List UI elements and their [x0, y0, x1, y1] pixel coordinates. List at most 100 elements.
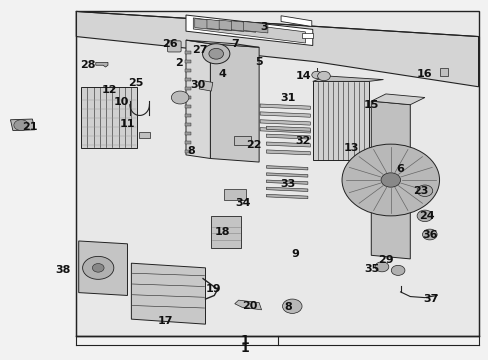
Text: 16: 16 — [416, 69, 432, 79]
Bar — [184, 114, 190, 117]
Bar — [184, 51, 190, 54]
Polygon shape — [266, 187, 307, 192]
Polygon shape — [266, 173, 307, 177]
Circle shape — [341, 144, 439, 216]
Text: 22: 22 — [246, 140, 262, 150]
Text: 1: 1 — [240, 334, 248, 347]
Polygon shape — [76, 12, 478, 87]
Text: 27: 27 — [191, 45, 207, 55]
Bar — [139, 132, 150, 138]
Text: 36: 36 — [421, 230, 437, 239]
Text: 17: 17 — [158, 316, 173, 325]
Polygon shape — [185, 15, 312, 45]
Polygon shape — [260, 120, 310, 125]
Polygon shape — [266, 166, 307, 170]
Bar — [439, 68, 447, 76]
Polygon shape — [312, 76, 383, 81]
Polygon shape — [260, 112, 310, 117]
Text: 31: 31 — [280, 93, 295, 103]
Bar — [184, 69, 190, 72]
Circle shape — [390, 265, 404, 275]
Polygon shape — [206, 19, 231, 31]
Circle shape — [317, 71, 330, 81]
Text: 32: 32 — [295, 136, 310, 145]
Bar — [184, 60, 190, 63]
Text: 9: 9 — [291, 248, 299, 258]
Bar — [184, 78, 190, 81]
Text: 15: 15 — [363, 100, 378, 110]
Text: 30: 30 — [190, 80, 205, 90]
Circle shape — [202, 44, 229, 64]
Polygon shape — [231, 21, 255, 32]
Text: 37: 37 — [422, 294, 438, 304]
Text: 18: 18 — [214, 227, 230, 237]
Polygon shape — [266, 134, 310, 139]
Bar — [312, 81, 368, 160]
Text: 21: 21 — [22, 122, 38, 132]
Text: 5: 5 — [255, 57, 263, 67]
Polygon shape — [193, 18, 305, 43]
Text: 29: 29 — [377, 255, 393, 265]
Polygon shape — [194, 19, 219, 30]
Polygon shape — [370, 94, 424, 105]
Bar — [184, 123, 190, 126]
Bar — [233, 136, 250, 145]
Circle shape — [416, 185, 432, 197]
Circle shape — [208, 48, 223, 59]
Circle shape — [416, 210, 432, 222]
Circle shape — [422, 229, 436, 240]
Bar — [224, 189, 245, 200]
Bar — [76, 12, 478, 336]
Polygon shape — [210, 44, 259, 162]
Circle shape — [380, 173, 400, 187]
Text: 25: 25 — [128, 78, 143, 88]
FancyBboxPatch shape — [167, 41, 181, 52]
Text: 6: 6 — [396, 164, 404, 174]
Polygon shape — [266, 150, 310, 155]
Polygon shape — [266, 142, 310, 147]
Polygon shape — [10, 119, 35, 131]
Text: 34: 34 — [235, 198, 251, 208]
Text: 1: 1 — [240, 342, 248, 355]
Text: 3: 3 — [260, 22, 267, 32]
Polygon shape — [281, 16, 311, 27]
Text: 2: 2 — [174, 58, 182, 68]
Circle shape — [282, 299, 302, 314]
Bar — [184, 132, 190, 135]
Polygon shape — [266, 194, 307, 199]
Polygon shape — [266, 126, 310, 131]
Text: 10: 10 — [114, 97, 129, 107]
Polygon shape — [260, 128, 310, 133]
Circle shape — [82, 256, 114, 279]
Text: 11: 11 — [120, 120, 135, 129]
Bar — [184, 96, 190, 99]
Text: 12: 12 — [101, 85, 117, 95]
Polygon shape — [131, 263, 205, 324]
Text: 8: 8 — [284, 302, 292, 312]
Polygon shape — [185, 40, 210, 158]
Text: 20: 20 — [241, 301, 257, 311]
Text: 23: 23 — [412, 186, 428, 197]
Polygon shape — [185, 40, 259, 47]
Bar — [81, 87, 137, 148]
Text: 7: 7 — [230, 40, 238, 49]
Text: 38: 38 — [55, 265, 71, 275]
Text: 28: 28 — [80, 60, 95, 70]
Polygon shape — [96, 62, 108, 67]
Text: 33: 33 — [280, 179, 295, 189]
Polygon shape — [260, 104, 310, 109]
Bar — [184, 87, 190, 90]
Text: 4: 4 — [218, 69, 226, 79]
Circle shape — [311, 71, 321, 78]
Text: 24: 24 — [419, 211, 434, 221]
Text: 19: 19 — [205, 284, 221, 294]
Bar — [184, 105, 190, 108]
Polygon shape — [79, 241, 127, 296]
Text: 35: 35 — [364, 264, 379, 274]
Polygon shape — [234, 300, 261, 310]
Polygon shape — [243, 22, 267, 33]
Circle shape — [14, 120, 28, 131]
Text: 13: 13 — [344, 143, 359, 153]
Bar — [302, 33, 312, 39]
Circle shape — [374, 262, 388, 272]
